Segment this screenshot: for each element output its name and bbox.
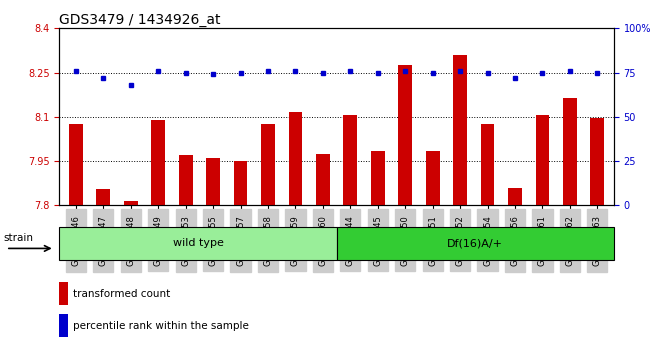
- Bar: [151, 120, 165, 205]
- Text: Df(16)A/+: Df(16)A/+: [447, 238, 503, 249]
- Text: percentile rank within the sample: percentile rank within the sample: [73, 320, 249, 331]
- Bar: [69, 124, 82, 205]
- Bar: [453, 55, 467, 205]
- Bar: [508, 188, 522, 205]
- Bar: [124, 201, 138, 205]
- Bar: [179, 155, 193, 205]
- Bar: [261, 124, 275, 205]
- Bar: [337, 227, 614, 260]
- Bar: [59, 282, 68, 305]
- Bar: [288, 113, 302, 205]
- Bar: [426, 151, 440, 205]
- Bar: [343, 115, 357, 205]
- Bar: [563, 98, 577, 205]
- Text: wild type: wild type: [172, 238, 224, 249]
- Bar: [206, 158, 220, 205]
- Text: strain: strain: [3, 233, 33, 243]
- Bar: [59, 227, 337, 260]
- Bar: [234, 161, 248, 205]
- Bar: [316, 154, 330, 205]
- Bar: [399, 65, 412, 205]
- Bar: [480, 124, 494, 205]
- Bar: [371, 151, 385, 205]
- Bar: [59, 314, 68, 337]
- Bar: [535, 115, 549, 205]
- Bar: [96, 189, 110, 205]
- Bar: [591, 118, 604, 205]
- Text: transformed count: transformed count: [73, 289, 170, 299]
- Text: GDS3479 / 1434926_at: GDS3479 / 1434926_at: [59, 13, 221, 27]
